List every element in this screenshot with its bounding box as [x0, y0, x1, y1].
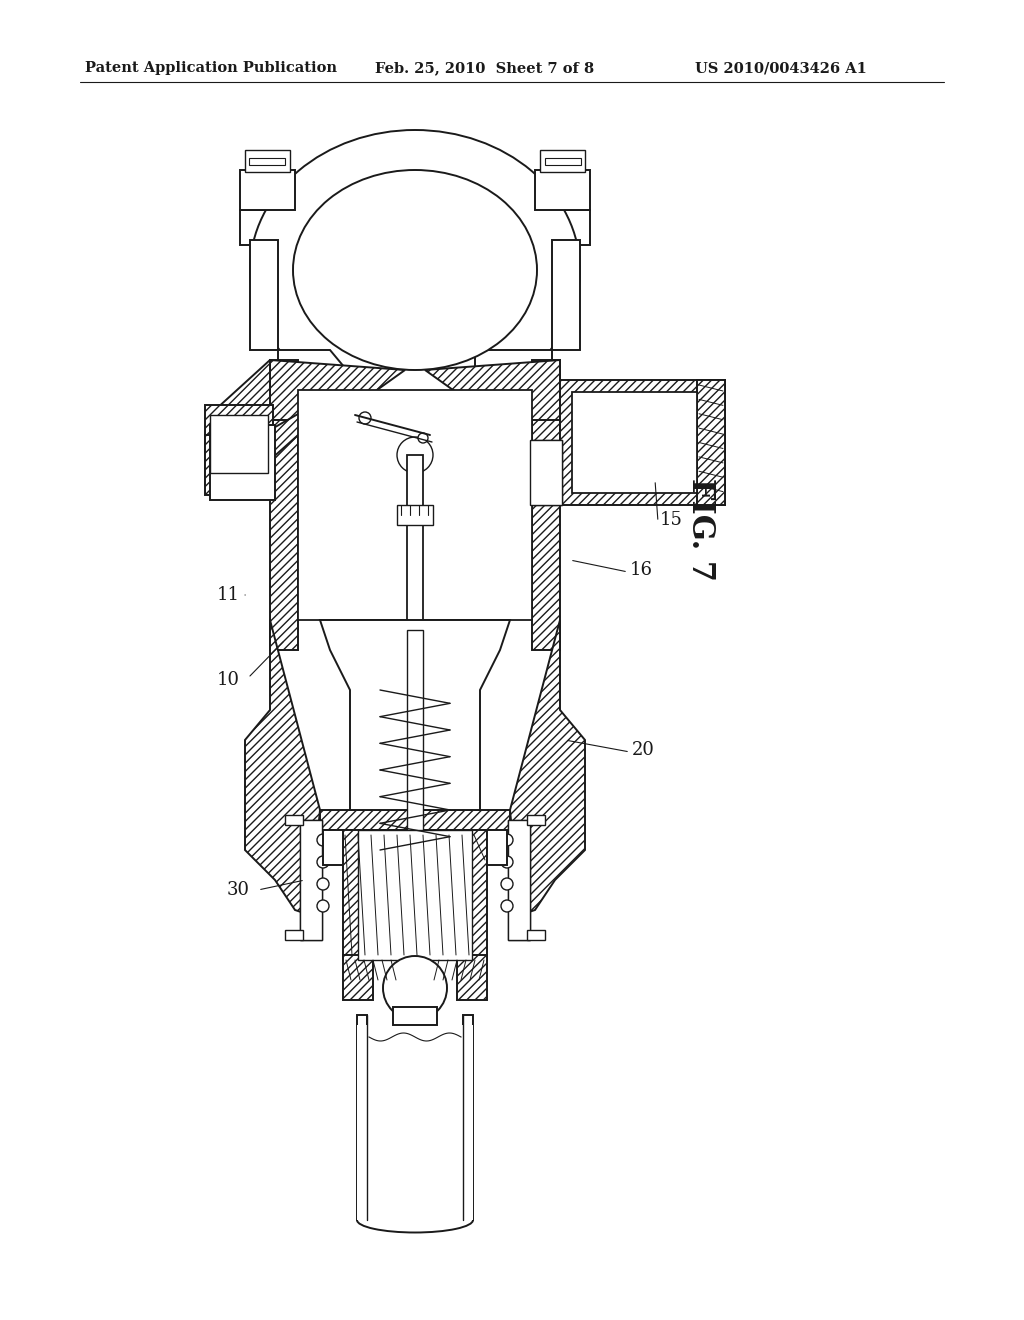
Polygon shape [234, 411, 315, 490]
Bar [487, 830, 507, 865]
Polygon shape [215, 360, 270, 490]
Bar [463, 1015, 473, 1220]
Polygon shape [240, 210, 590, 350]
Circle shape [393, 858, 437, 902]
Bar [270, 360, 298, 649]
Bar [697, 380, 725, 506]
Polygon shape [270, 360, 406, 420]
Circle shape [317, 834, 329, 846]
Bar [545, 158, 581, 165]
Bar [285, 814, 303, 825]
Circle shape [317, 855, 329, 869]
Bar [527, 931, 545, 940]
Polygon shape [475, 350, 552, 380]
Bar [527, 814, 545, 825]
Polygon shape [552, 240, 580, 350]
Polygon shape [278, 350, 355, 380]
Text: 30: 30 [227, 880, 250, 899]
Bar [300, 820, 322, 940]
Circle shape [501, 900, 513, 912]
Bar [323, 830, 343, 865]
Bar [300, 820, 322, 940]
Ellipse shape [293, 170, 537, 370]
Bar [210, 414, 268, 473]
Bar [249, 158, 285, 165]
Text: 11: 11 [217, 586, 240, 605]
Text: 16: 16 [630, 561, 653, 579]
Bar [357, 1026, 473, 1220]
Circle shape [317, 878, 329, 890]
Bar [407, 455, 423, 630]
Bar [343, 830, 487, 960]
Bar [343, 954, 373, 1001]
Bar [407, 630, 423, 909]
Polygon shape [319, 810, 510, 830]
Bar [397, 506, 433, 525]
Circle shape [317, 900, 329, 912]
Circle shape [501, 878, 513, 890]
Text: Feb. 25, 2010  Sheet 7 of 8: Feb. 25, 2010 Sheet 7 of 8 [375, 61, 594, 75]
Bar [285, 931, 303, 940]
Bar [210, 425, 275, 500]
Bar [205, 405, 273, 484]
Polygon shape [425, 360, 560, 420]
Polygon shape [510, 620, 585, 915]
Bar [572, 392, 697, 492]
Bar [358, 830, 472, 960]
Bar [298, 389, 532, 620]
Bar [240, 170, 295, 210]
Bar [530, 440, 562, 506]
Polygon shape [205, 436, 270, 495]
Circle shape [383, 956, 447, 1020]
Text: Patent Application Publication: Patent Application Publication [85, 61, 337, 75]
Bar [508, 820, 530, 940]
Circle shape [501, 855, 513, 869]
Bar [508, 820, 530, 940]
Bar [530, 440, 562, 506]
Bar [393, 1007, 437, 1026]
Text: 20: 20 [632, 741, 655, 759]
Bar [532, 360, 560, 649]
Bar [535, 170, 590, 210]
Bar [540, 150, 585, 172]
Text: US 2010/0043426 A1: US 2010/0043426 A1 [695, 61, 867, 75]
Polygon shape [319, 620, 510, 810]
Polygon shape [245, 620, 319, 915]
Circle shape [501, 834, 513, 846]
Ellipse shape [357, 1208, 473, 1233]
Bar [457, 954, 487, 1001]
Circle shape [377, 842, 453, 917]
Text: FIG. 7: FIG. 7 [684, 479, 716, 582]
Text: 10: 10 [217, 671, 240, 689]
Circle shape [397, 437, 433, 473]
Bar [560, 380, 725, 506]
Bar [357, 1015, 367, 1220]
Circle shape [359, 412, 371, 424]
Ellipse shape [250, 129, 580, 411]
Bar [245, 150, 290, 172]
Circle shape [418, 433, 428, 444]
Text: 15: 15 [660, 511, 683, 529]
Polygon shape [250, 240, 278, 350]
